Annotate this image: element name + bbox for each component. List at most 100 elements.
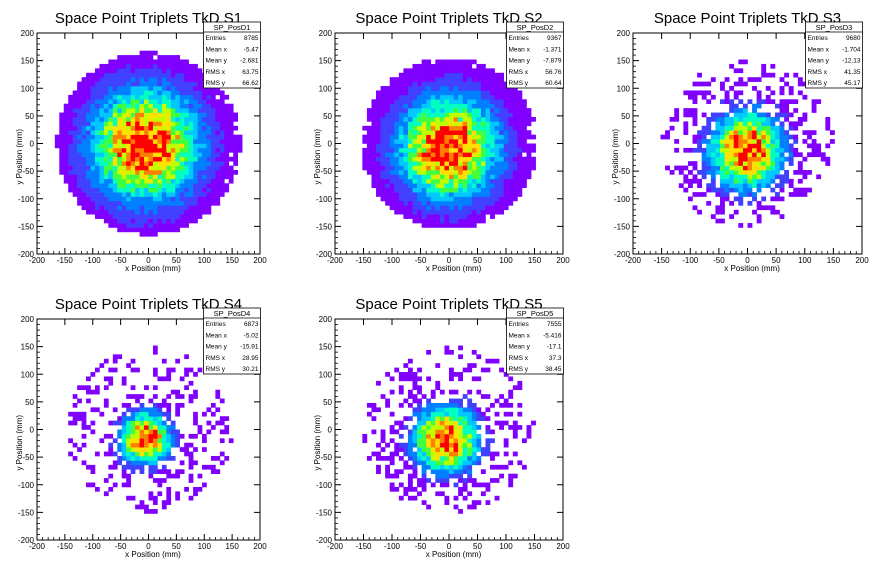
- heatmap-cells: [54, 50, 243, 237]
- heatmap-cell: [807, 187, 812, 193]
- heatmap-cell: [170, 205, 176, 211]
- heatmap-cell: [206, 200, 212, 206]
- heatmap-cell: [403, 425, 409, 430]
- heatmap-cell: [166, 116, 172, 122]
- heatmap-cell: [112, 99, 118, 105]
- heatmap-cell: [412, 473, 418, 479]
- heatmap-cell: [453, 90, 459, 96]
- heatmap-cell: [179, 174, 185, 180]
- heatmap-cell: [86, 376, 91, 382]
- heatmap-cell: [742, 161, 748, 166]
- heatmap-cell: [376, 469, 381, 474]
- heatmap-cell: [444, 143, 450, 149]
- heatmap-cell: [435, 170, 441, 175]
- heatmap-cell: [376, 99, 381, 105]
- heatmap-cell: [449, 139, 454, 144]
- heatmap-cell: [210, 456, 216, 461]
- heatmap-cell: [444, 473, 450, 479]
- heatmap-cell: [77, 200, 82, 206]
- heatmap-cell: [188, 187, 194, 193]
- heatmap-cell: [499, 90, 505, 96]
- heatmap-cell: [508, 156, 514, 162]
- heatmap-cell: [179, 402, 185, 408]
- heatmap-cell: [720, 196, 725, 202]
- heatmap-cell: [697, 209, 702, 215]
- heatmap-cell: [765, 130, 771, 135]
- heatmap-cell: [179, 147, 185, 153]
- heatmap-cell: [366, 125, 372, 131]
- heatmap-cell: [421, 170, 427, 175]
- heatmap-cell: [99, 68, 105, 74]
- heatmap-cell: [94, 134, 100, 140]
- heatmap-cell: [376, 108, 381, 113]
- heatmap-cell: [108, 187, 114, 193]
- heatmap-cell: [793, 192, 799, 197]
- heatmap-cell: [144, 108, 149, 113]
- heatmap-cell: [494, 478, 500, 483]
- heatmap-cell: [412, 394, 418, 399]
- heatmap-cell: [193, 161, 198, 166]
- heatmap-cell: [720, 121, 725, 127]
- heatmap-cell: [494, 358, 500, 364]
- heatmap-cell: [407, 174, 413, 180]
- heatmap-cell: [692, 90, 698, 96]
- heatmap-cell: [453, 130, 459, 135]
- heatmap-cell: [121, 227, 127, 233]
- heatmap-cell: [139, 205, 145, 211]
- heatmap-cell: [94, 161, 100, 166]
- heatmap-cell: [521, 99, 527, 105]
- heatmap-cell: [471, 112, 477, 118]
- heatmap-cell: [117, 112, 123, 118]
- heatmap-cell: [72, 121, 78, 127]
- heatmap-cell: [398, 112, 404, 118]
- heatmap-cell: [126, 196, 131, 202]
- heatmap-cell: [426, 99, 432, 105]
- heatmap-cell: [197, 72, 203, 78]
- heatmap-cell: [462, 478, 468, 483]
- heatmap-cell: [517, 94, 523, 100]
- heatmap-cell: [499, 473, 505, 479]
- histogram-panel-4: -200 -150 -100 -50 0 50 100 150 200-200-150-100-…: [15, 296, 267, 559]
- y-tick-label: -200: [18, 536, 35, 545]
- heatmap-cell: [376, 178, 381, 184]
- heatmap-cell: [710, 112, 716, 118]
- heatmap-cell: [467, 504, 473, 510]
- heatmap-cell: [148, 178, 154, 184]
- heatmap-cell: [166, 134, 172, 140]
- heatmap-cell: [144, 223, 149, 228]
- heatmap-cell: [449, 90, 454, 96]
- heatmap-cell: [108, 376, 114, 382]
- heatmap-cell: [135, 411, 140, 417]
- heatmap-cell: [430, 482, 436, 488]
- heatmap-cell: [366, 411, 372, 417]
- heatmap-cell: [417, 433, 422, 439]
- heatmap-cell: [407, 170, 413, 175]
- heatmap-cells: [362, 345, 536, 514]
- heatmap-cell: [729, 116, 735, 122]
- heatmap-cell: [407, 464, 413, 470]
- heatmap-cell: [188, 63, 194, 69]
- heatmap-cell: [188, 152, 194, 158]
- heatmap-cell: [193, 372, 198, 377]
- heatmap-cell: [797, 187, 803, 193]
- heatmap-cell: [417, 103, 422, 109]
- heatmap-cell: [508, 139, 514, 144]
- heatmap-cell: [435, 94, 441, 100]
- heatmap-cell: [188, 433, 194, 439]
- heatmap-cell: [503, 134, 509, 140]
- heatmap-cell: [224, 130, 230, 135]
- heatmap-cell: [398, 200, 404, 206]
- heatmap-cell: [467, 178, 473, 184]
- heatmap-cell: [206, 407, 212, 413]
- heatmap-cell: [674, 139, 680, 144]
- heatmap-cell: [152, 205, 158, 211]
- heatmap-cell: [197, 209, 203, 215]
- heatmap-cell: [117, 187, 123, 193]
- heatmap-cell: [144, 156, 149, 162]
- heatmap-cell: [471, 156, 477, 162]
- heatmap-cell: [403, 139, 409, 144]
- stats-row-value: 41.35: [844, 69, 861, 76]
- heatmap-cell: [752, 143, 757, 149]
- heatmap-cell: [188, 442, 194, 448]
